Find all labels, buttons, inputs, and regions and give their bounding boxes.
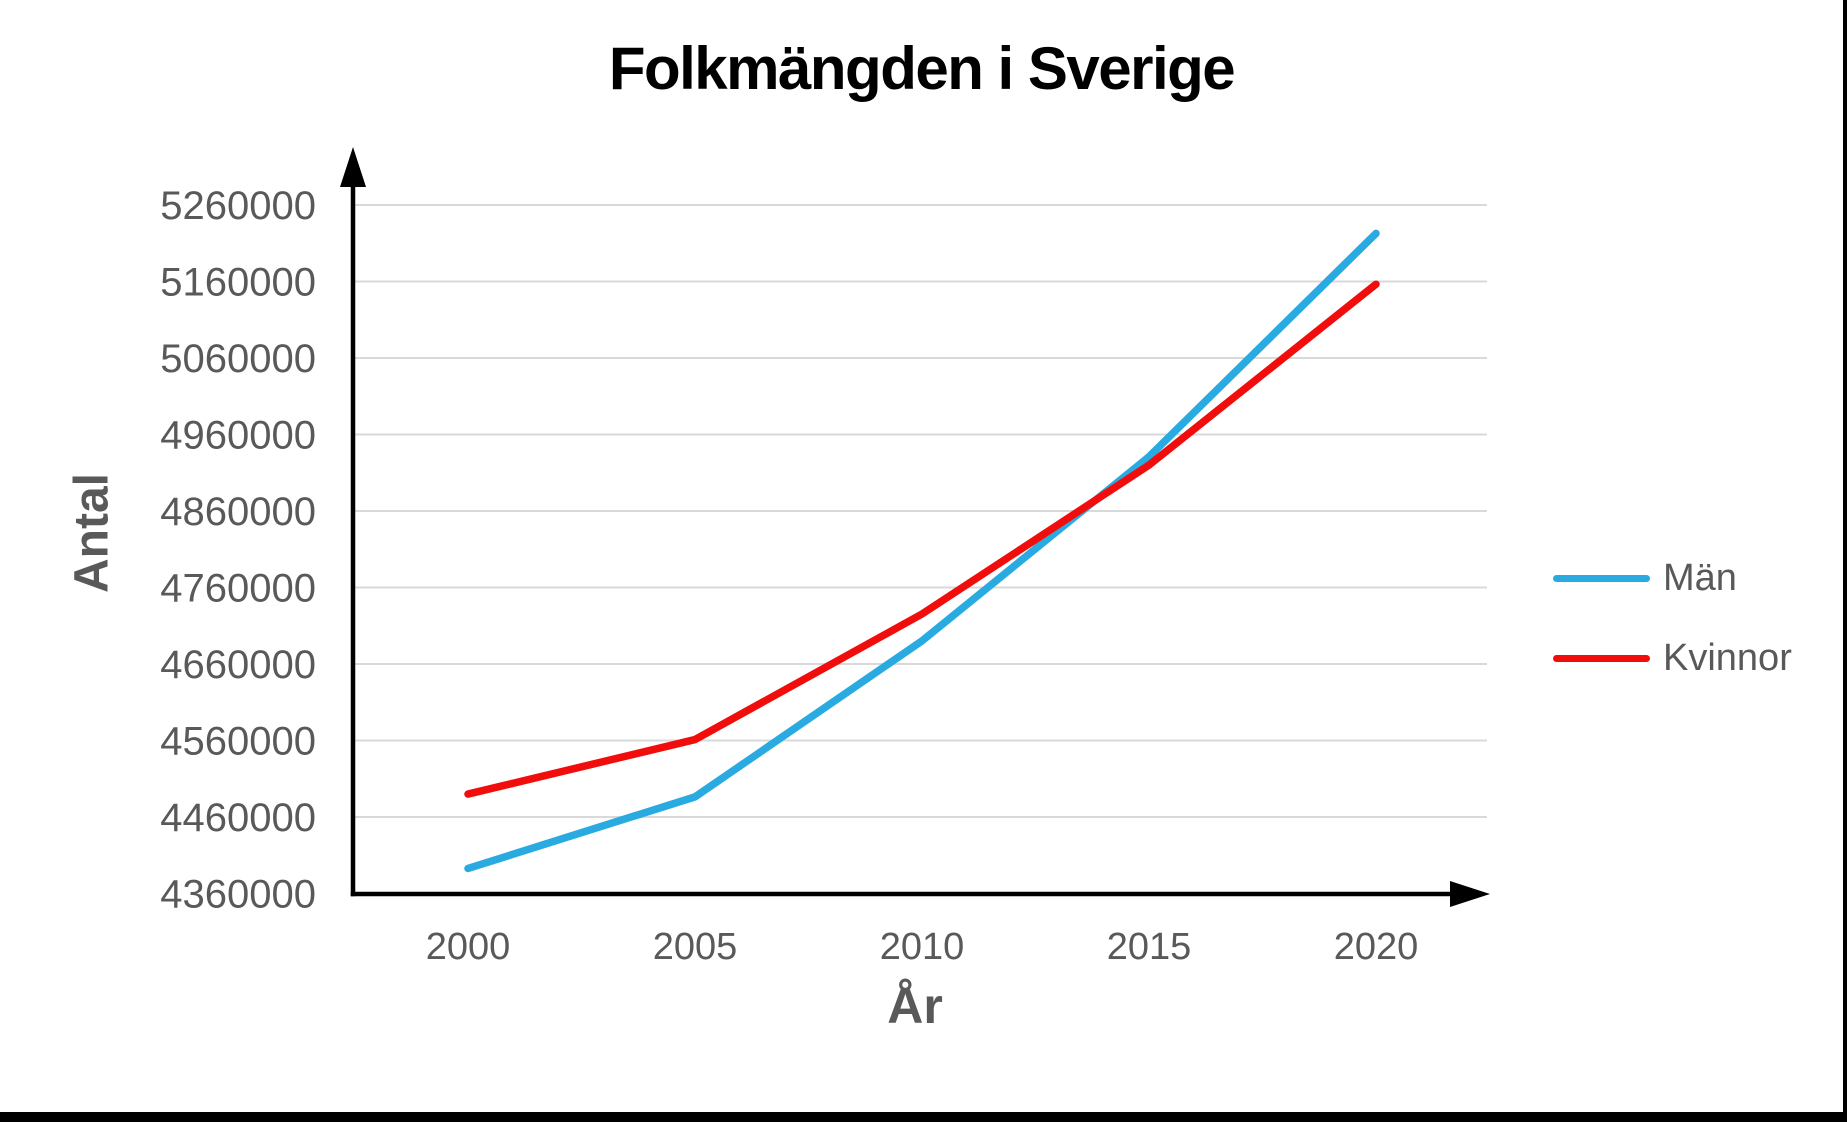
women-series-line-swatch (1553, 654, 1650, 662)
screen-edge-right (1843, 0, 1847, 1122)
x-tick-label: 2010 (880, 926, 965, 968)
x-tick-label: 2000 (426, 926, 511, 968)
y-tick-label: 4360000 (160, 873, 316, 917)
y-tick-label: 4860000 (160, 490, 316, 534)
men-series-line-swatch (1553, 574, 1650, 582)
y-tick-label: 4760000 (160, 567, 316, 611)
x-axis-label: År (887, 978, 943, 1034)
y-axis-label: Antal (65, 473, 119, 593)
x-tick-label: 2015 (1107, 926, 1192, 968)
chart-title: Folkmängden i Sverige (608, 35, 1236, 102)
y-tick-label: 4960000 (160, 414, 316, 458)
y-axis-arrow-icon (340, 147, 366, 187)
x-tick-label: 2005 (653, 926, 738, 968)
legend-item-women: Kvinnor (1553, 636, 1792, 680)
y-tick-label: 5160000 (160, 261, 316, 305)
legend-label-women: Kvinnor (1663, 636, 1792, 679)
men-series-line (464, 229, 1380, 873)
women-series-line (464, 280, 1380, 798)
y-tick-label: 5260000 (160, 184, 316, 228)
screen-edge-bottom (0, 1112, 1847, 1122)
y-tick-label: 4660000 (160, 643, 316, 687)
y-tick-label: 5060000 (160, 337, 316, 381)
x-axis-arrow-icon (1450, 881, 1490, 907)
legend-label-men: Män (1663, 556, 1737, 599)
y-tick-label: 4560000 (160, 720, 316, 764)
legend: Män Kvinnor (1553, 556, 1792, 716)
legend-item-men: Män (1553, 556, 1792, 600)
x-tick-label: 2020 (1334, 926, 1419, 968)
y-tick-label: 4460000 (160, 796, 316, 840)
